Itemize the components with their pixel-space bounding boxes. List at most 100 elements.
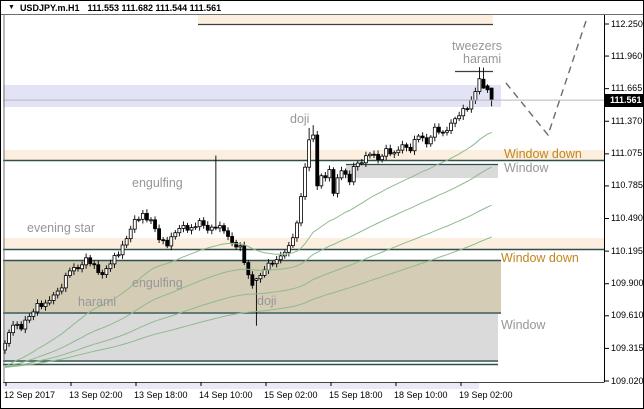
bullish-candle-body	[278, 255, 283, 261]
bearish-candle-body	[323, 175, 328, 179]
time-tick-label: 14 Sep 10:00	[199, 390, 253, 400]
bullish-candle-body	[209, 226, 214, 231]
bullish-candle-body	[197, 220, 202, 228]
bullish-candle-body	[453, 118, 458, 124]
bullish-candle-body	[7, 332, 11, 344]
current-price-zone	[3, 85, 501, 107]
bullish-candle-body	[23, 319, 28, 330]
bullish-candle-body	[31, 311, 36, 317]
label-harami-lower: harami	[78, 295, 117, 309]
bullish-candle-body	[63, 275, 68, 289]
support-zone-gray	[3, 314, 498, 360]
bearish-candle-body	[315, 134, 320, 187]
bullish-candle-body	[72, 267, 76, 272]
bearish-candle-body	[436, 126, 441, 133]
bullish-candle-body	[299, 196, 303, 224]
bearish-candle-body	[246, 262, 251, 276]
bearish-candle-body	[485, 85, 490, 91]
bullish-candle-body	[104, 268, 109, 275]
bullish-candle-body	[477, 78, 482, 92]
bearish-candle-body	[201, 220, 206, 226]
bullish-candle-body	[400, 144, 405, 151]
bearish-candle-body	[420, 135, 425, 139]
bullish-candle-body	[449, 122, 453, 131]
bullish-candle-body	[11, 324, 16, 334]
chart-ohlc-quotes: 111.553 111.682 111.544 111.561	[87, 2, 222, 13]
bearish-candle-body	[88, 257, 93, 265]
label-window-lower: Window	[501, 318, 546, 332]
price-tick-label: 109.020	[611, 375, 644, 386]
bullish-candle-body	[355, 162, 360, 167]
price-tick-label: 111.665	[611, 83, 643, 94]
bullish-candle-body	[140, 213, 145, 220]
bearish-candle-body	[92, 263, 97, 266]
bearish-candle-body	[347, 173, 352, 183]
price-tick-label: 111.075	[611, 148, 643, 159]
bullish-candle-body	[136, 218, 141, 221]
bearish-candle-body	[270, 262, 275, 265]
label-harami-top: harami	[463, 52, 502, 66]
bearish-candle-body	[100, 272, 105, 275]
bearish-candle-body	[424, 137, 429, 145]
bullish-candle-body	[258, 275, 263, 280]
bullish-candle-body	[295, 222, 299, 239]
price-tick-label: 110.785	[611, 180, 643, 191]
bullish-candle-body	[473, 91, 478, 101]
bullish-candle-body	[359, 162, 364, 165]
resistance-zone-top	[198, 15, 493, 24]
bearish-candle-body	[372, 153, 376, 156]
bullish-candle-body	[59, 287, 64, 292]
price-tick-label: 111.370	[611, 115, 643, 126]
bearish-candle-body	[481, 78, 486, 89]
bearish-candle-body	[226, 230, 230, 237]
bullish-candle-body	[469, 99, 474, 110]
bullish-candle-body	[457, 115, 462, 120]
label-engulfing-upper: engulfing	[132, 176, 183, 190]
moving-average-line	[4, 236, 492, 368]
time-tick-label: 13 Sep 02:00	[69, 390, 123, 400]
bullish-candle-body	[149, 219, 153, 222]
bearish-candle-body	[388, 148, 393, 155]
bearish-candle-body	[376, 153, 380, 161]
bearish-candle-body	[230, 236, 234, 243]
bearish-candle-body	[161, 239, 166, 242]
bullish-candle-body	[80, 264, 84, 270]
bullish-candle-body	[218, 225, 222, 229]
window-zone-lower-peach	[3, 238, 604, 249]
symbol-dropdown-icon[interactable]: ▼	[8, 4, 15, 11]
bullish-candle-body	[112, 255, 117, 265]
forecast-zigzag	[505, 17, 588, 137]
bearish-candle-body	[157, 228, 161, 241]
bearish-candle-body	[165, 239, 170, 247]
label-window-upper: Window	[504, 161, 549, 175]
bottom-strip	[3, 383, 479, 389]
time-tick-label: 13 Sep 18:00	[134, 390, 188, 400]
bullish-candle-body	[339, 170, 344, 179]
window-zone-upper-gray	[346, 164, 498, 178]
price-tick-label: 109.610	[611, 310, 644, 321]
bullish-candle-body	[47, 300, 52, 304]
time-tick-label: 18 Sep 10:00	[394, 390, 448, 400]
chart-symbol-title: USDJPY.m.H1	[19, 2, 80, 13]
time-tick-label: 12 Sep 2017	[4, 390, 56, 400]
bullish-candle-body	[445, 130, 449, 133]
bullish-candle-body	[363, 155, 368, 164]
bullish-candle-body	[173, 232, 178, 238]
bearish-candle-body	[234, 242, 239, 248]
price-tick-label: 110.490	[611, 213, 643, 224]
price-tick-label: 109.315	[611, 342, 644, 353]
label-evening-star: evening star	[27, 221, 96, 235]
bullish-candle-body	[128, 228, 133, 240]
label-engulfing-lower: engulfing	[132, 276, 183, 290]
bearish-candle-body	[205, 224, 210, 231]
bullish-candle-body	[43, 302, 48, 307]
bearish-candle-body	[145, 213, 149, 221]
bullish-candle-body	[327, 169, 332, 179]
bearish-candle-body	[213, 226, 218, 229]
bullish-candle-body	[181, 225, 186, 229]
bullish-candle-body	[335, 177, 340, 194]
bullish-candle-body	[193, 226, 198, 229]
bullish-candle-body	[120, 244, 125, 256]
